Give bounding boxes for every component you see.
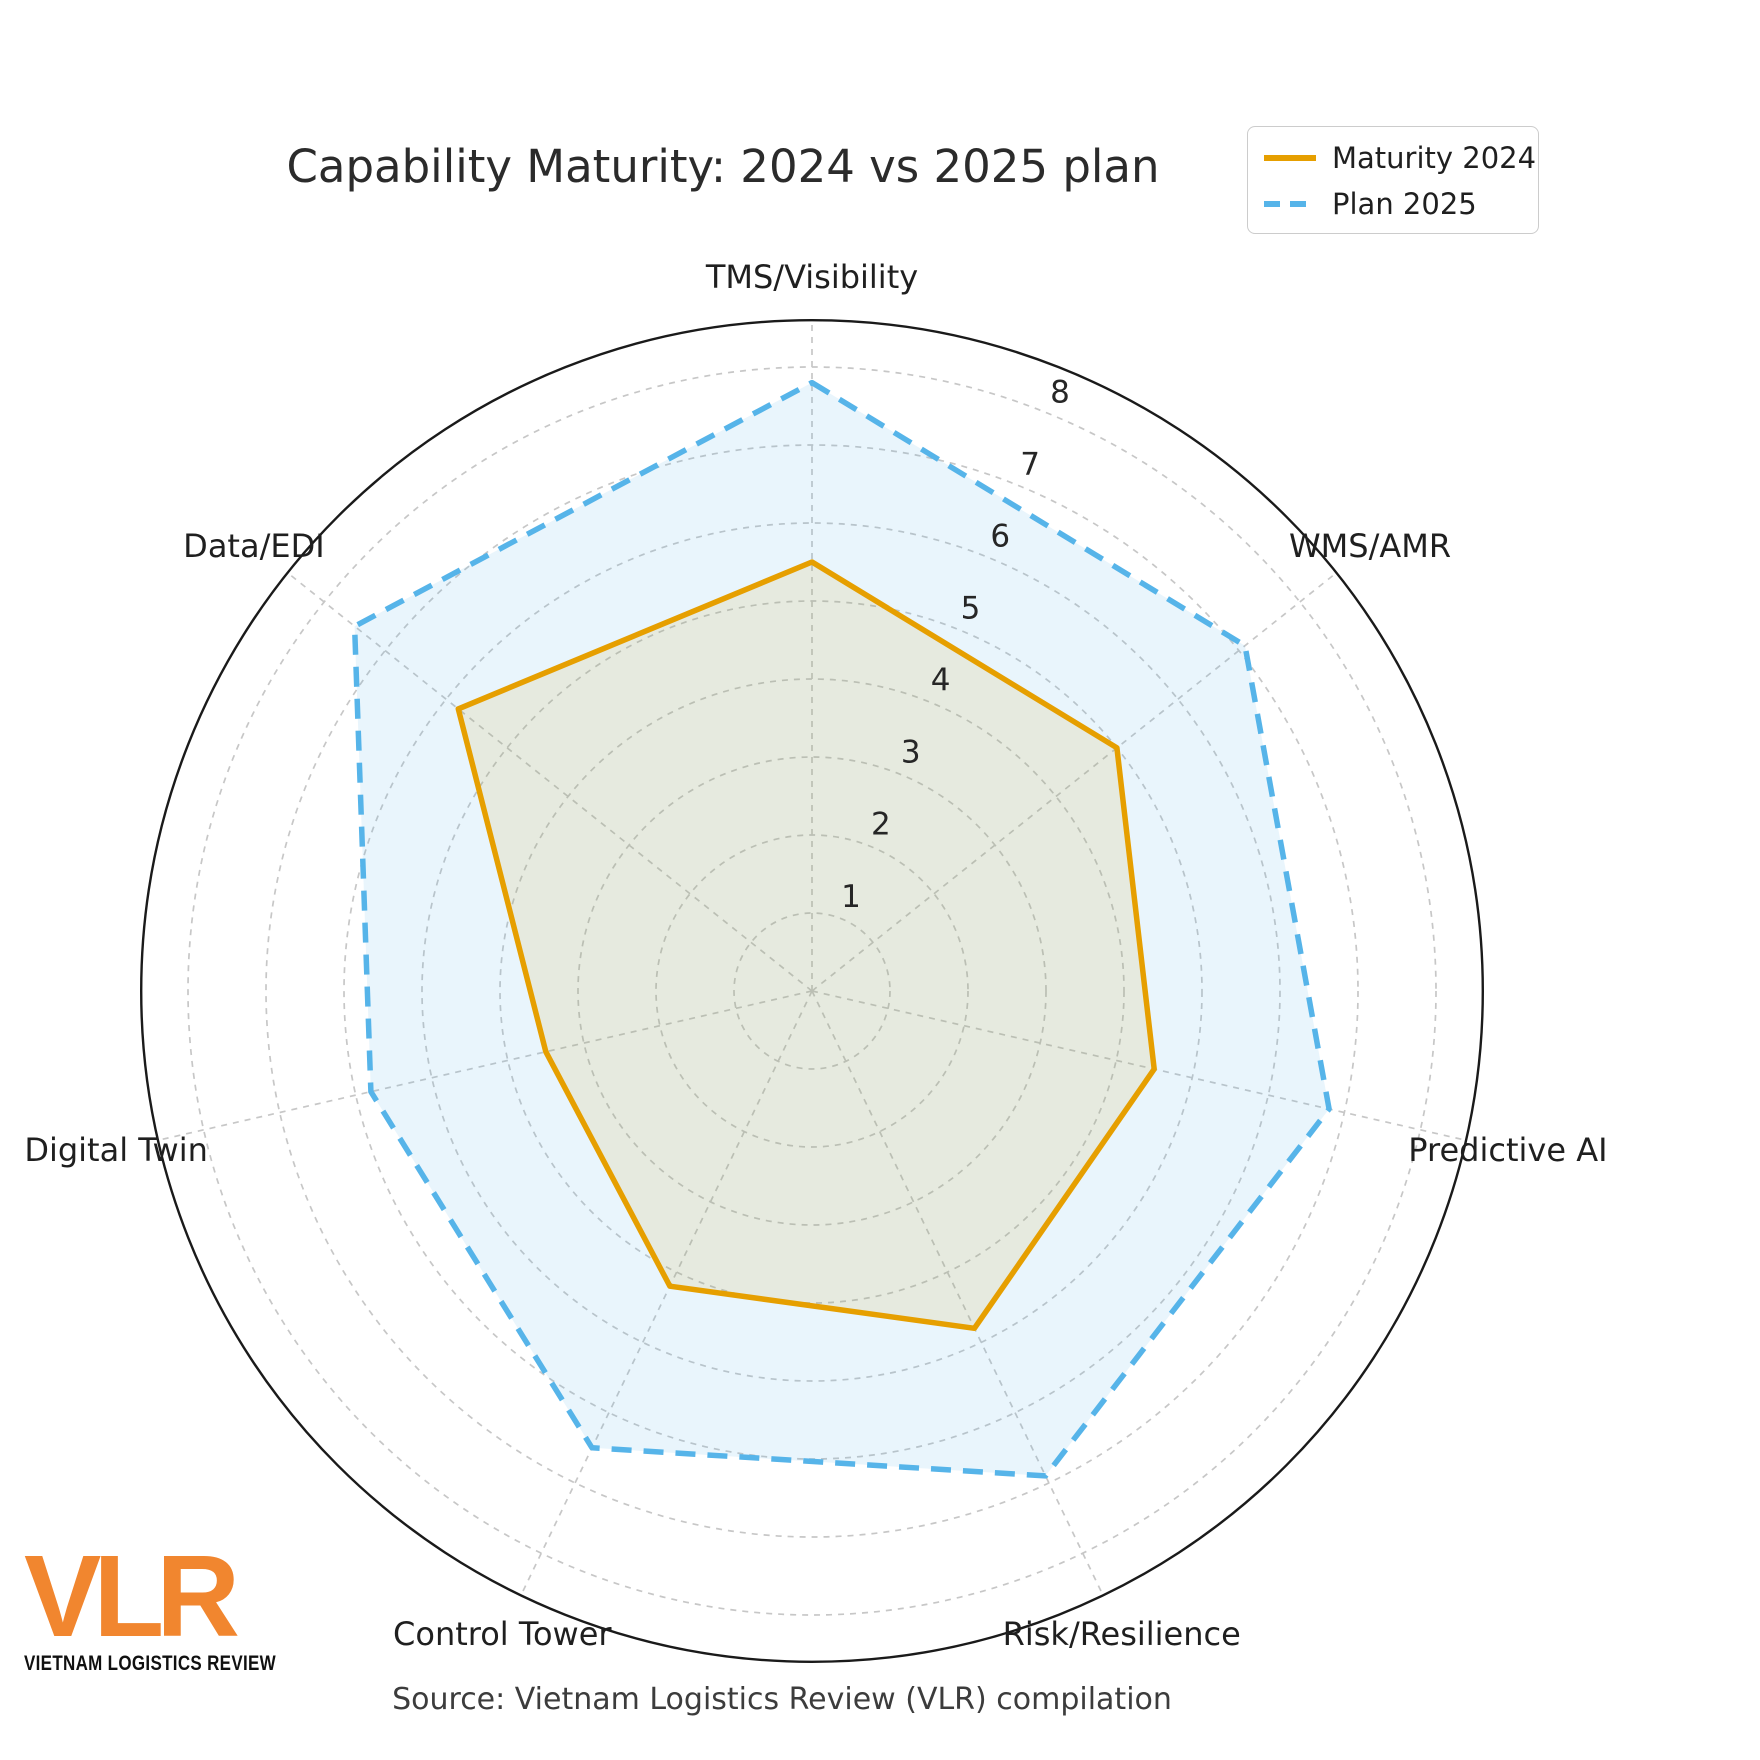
- series-fill-plan-2025: [354, 382, 1330, 1476]
- chart-title: Capability Maturity: 2024 vs 2025 plan: [286, 140, 1160, 193]
- radial-tick-label: 6: [990, 518, 1010, 554]
- category-label-tms-visibility: TMS/Visibility: [705, 258, 918, 296]
- radar-grid-circle: [577, 756, 1047, 1226]
- radar-spoke: [287, 572, 813, 992]
- category-label-wms-amr: WMS/AMR: [1289, 527, 1451, 565]
- radar-spoke: [811, 990, 1467, 1142]
- category-label-control-tower: Control Tower: [393, 1615, 612, 1653]
- radial-tick-label: 5: [961, 591, 981, 627]
- radial-tick-label: 2: [871, 807, 891, 843]
- legend-item-plan-2025: Plan 2025: [1264, 187, 1520, 221]
- legend-item-maturity-2024: Maturity 2024: [1264, 141, 1536, 175]
- radar-outer-circle: [140, 319, 1484, 1663]
- series-line-plan-2025: [351, 379, 1332, 1479]
- category-label-risk-resilience: Risk/Resilience: [1003, 1615, 1241, 1653]
- legend-line-sample-dashed: [1264, 201, 1316, 207]
- vlr-logo-text: VLR: [24, 1531, 240, 1661]
- legend: Maturity 2024 Plan 2025: [1247, 126, 1539, 234]
- radar-grid: [157, 320, 1467, 1616]
- category-label-digital-twin: Digital Twin: [24, 1131, 208, 1169]
- category-label-predictive-ai: Predictive AI: [1408, 1131, 1607, 1169]
- vlr-logo: VLR VIETNAM LOGISTICS REVIEW: [24, 1531, 343, 1676]
- legend-line-sample-solid: [1264, 155, 1316, 161]
- category-label-data-edi: Data/EDI: [183, 527, 324, 565]
- series-line-maturity-2024: [455, 559, 1157, 1332]
- vlr-logo-subtext: VIETNAM LOGISTICS REVIEW: [24, 1651, 276, 1676]
- radial-tick-label: 4: [931, 663, 951, 699]
- radar-grid-circle: [733, 912, 891, 1070]
- source-note: Source: Vietnam Logistics Review (VLR) c…: [392, 1682, 1172, 1717]
- radar-spoke: [811, 572, 1337, 992]
- radar-spoke: [520, 990, 813, 1596]
- radial-tick-label: 1: [841, 879, 861, 915]
- radial-tick-label: 3: [901, 735, 921, 771]
- radial-tick-label: 8: [1050, 374, 1070, 410]
- legend-item-label: Maturity 2024: [1332, 141, 1537, 175]
- series-fill-maturity-2024: [458, 562, 1155, 1329]
- legend-item-label: Plan 2025: [1332, 187, 1477, 221]
- radial-tick-label: 7: [1020, 446, 1040, 482]
- radar-spoke: [157, 990, 813, 1142]
- radar-spoke: [811, 990, 1104, 1596]
